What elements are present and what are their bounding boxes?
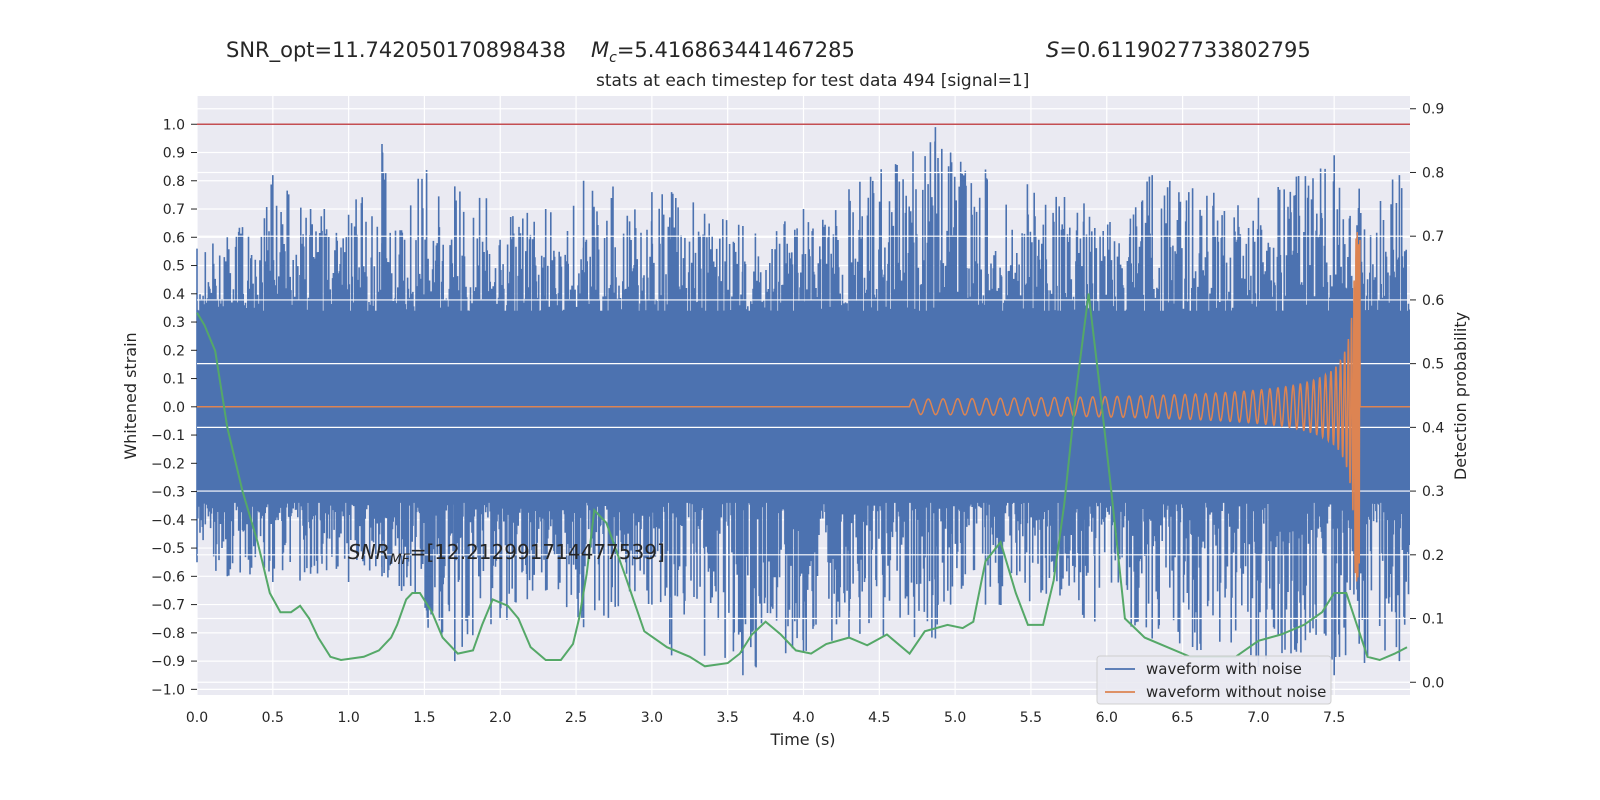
y-axis-right-label: Detection probability — [1451, 312, 1470, 480]
x-tick-label: 0.0 — [186, 710, 208, 726]
x-tick-label: 6.0 — [1096, 710, 1118, 726]
y-tick-label: 0.6 — [163, 230, 185, 246]
y-tick-label: 0.3 — [163, 315, 185, 331]
right-tick-label: 0.1 — [1422, 612, 1444, 628]
y-tick-label: −0.7 — [151, 598, 185, 614]
x-tick-label: 3.0 — [641, 710, 663, 726]
y-tick-label: −0.6 — [151, 569, 185, 585]
right-tick-label: 0.2 — [1422, 548, 1444, 564]
probability-layer — [196, 293, 1408, 668]
x-tick-label: 1.5 — [413, 710, 435, 726]
score-value: =0.6119027733802795 — [1059, 38, 1311, 62]
right-tick-label: 0.0 — [1422, 675, 1444, 691]
x-tick-label: 3.5 — [717, 710, 739, 726]
x-tick-label: 5.0 — [944, 710, 966, 726]
clean-waveform-line — [196, 232, 1410, 582]
y-tick-label: 0.2 — [163, 343, 185, 359]
x-tick-label: 1.0 — [337, 710, 359, 726]
legend-noisy-label: waveform with noise — [1146, 660, 1302, 678]
x-tick-label: 7.5 — [1323, 710, 1345, 726]
y-tick-label: −1.0 — [151, 682, 185, 698]
chirp-mass-value: =5.416863441467285 — [616, 38, 855, 62]
x-tick-label: 2.5 — [565, 710, 587, 726]
right-tick-label: 0.9 — [1422, 102, 1444, 118]
snr-mf-annotation: SNRMF=[12.212991714477539] — [348, 540, 665, 568]
y-tick-label: −0.9 — [151, 654, 185, 670]
y-tick-label: 0.4 — [163, 287, 185, 303]
snr-mf-symbol: SNR — [348, 540, 390, 564]
x-axis-label: Time (s) — [769, 730, 835, 749]
right-axis-grid-lines — [197, 108, 1410, 683]
x-tick-label: 2.0 — [489, 710, 511, 726]
y-tick-label: −0.2 — [151, 456, 185, 472]
y-tick-label: −0.5 — [151, 541, 185, 557]
y-tick-label: 1.0 — [163, 117, 185, 133]
y-tick-label: 0.1 — [163, 372, 185, 388]
y-tick-label: −0.1 — [151, 428, 185, 444]
chirp-mass-subscript: c — [609, 50, 617, 67]
x-tick-label: 7.0 — [1247, 710, 1269, 726]
y-tick-label: −0.3 — [151, 485, 185, 501]
x-tick-label: 4.0 — [792, 710, 814, 726]
right-tick-label: 0.7 — [1422, 229, 1444, 245]
y-axis-label: Whitened strain — [121, 332, 140, 459]
right-tick-label: 0.8 — [1422, 165, 1444, 181]
snr-mf-subscript: MF — [389, 552, 410, 568]
score-symbol: S — [1046, 38, 1060, 62]
y-tick-label: −0.8 — [151, 626, 185, 642]
right-tick-label: 0.5 — [1422, 357, 1444, 373]
y-tick-label: 0.8 — [163, 174, 185, 190]
y-tick-label: −0.4 — [151, 513, 185, 529]
right-tick-label: 0.3 — [1422, 484, 1444, 500]
chirp-mass-label: Mc=5.416863441467285 — [591, 38, 855, 66]
chart-title: stats at each timestep for test data 494… — [596, 71, 1030, 91]
x-tick-label: 6.5 — [1171, 710, 1193, 726]
right-tick-label: 0.4 — [1422, 420, 1444, 436]
x-tick-label: 4.5 — [868, 710, 890, 726]
score-label: S=0.6119027733802795 — [1046, 38, 1311, 62]
legend: waveform with noise waveform without noi… — [1096, 655, 1332, 705]
x-tick-label: 0.5 — [262, 710, 284, 726]
y-tick-label: 0.0 — [163, 400, 185, 416]
snr-opt-label: SNR_opt=11.742050170898438 — [226, 38, 566, 62]
y-tick-label: 0.7 — [163, 202, 185, 218]
y-tick-label: 0.5 — [163, 259, 185, 275]
y-tick-label: 0.9 — [163, 146, 185, 162]
legend-box — [1096, 655, 1332, 705]
chirp-mass-symbol: M — [591, 38, 610, 62]
snr-mf-value: =[12.212991714477539] — [409, 540, 665, 564]
axis-ticks: 0.0 0.5 1.0 1.5 2.0 2.5 3.0 3.5 4.0 4.5 5.0 5.5 6.0 6… — [151, 102, 1444, 726]
detection-probability-line — [196, 293, 1408, 668]
legend-clean-label: waveform without noise — [1146, 683, 1326, 701]
right-tick-label: 0.6 — [1422, 293, 1444, 309]
x-tick-label: 5.5 — [1020, 710, 1042, 726]
clean-waveform-layer — [196, 232, 1410, 582]
